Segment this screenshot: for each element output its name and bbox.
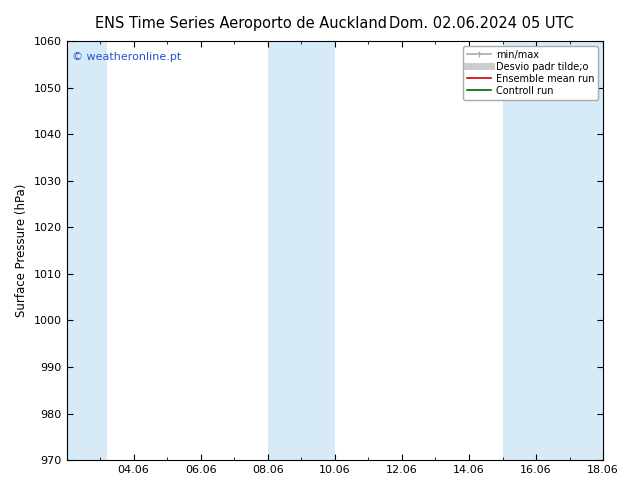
Bar xyxy=(268,41,335,460)
Bar xyxy=(67,41,107,460)
Text: Dom. 02.06.2024 05 UTC: Dom. 02.06.2024 05 UTC xyxy=(389,16,574,31)
Legend: min/max, Desvio padr tilde;o, Ensemble mean run, Controll run: min/max, Desvio padr tilde;o, Ensemble m… xyxy=(463,46,598,99)
Text: ENS Time Series Aeroporto de Auckland: ENS Time Series Aeroporto de Auckland xyxy=(95,16,387,31)
Text: © weatheronline.pt: © weatheronline.pt xyxy=(72,51,181,62)
Bar xyxy=(503,41,603,460)
Y-axis label: Surface Pressure (hPa): Surface Pressure (hPa) xyxy=(15,184,28,318)
